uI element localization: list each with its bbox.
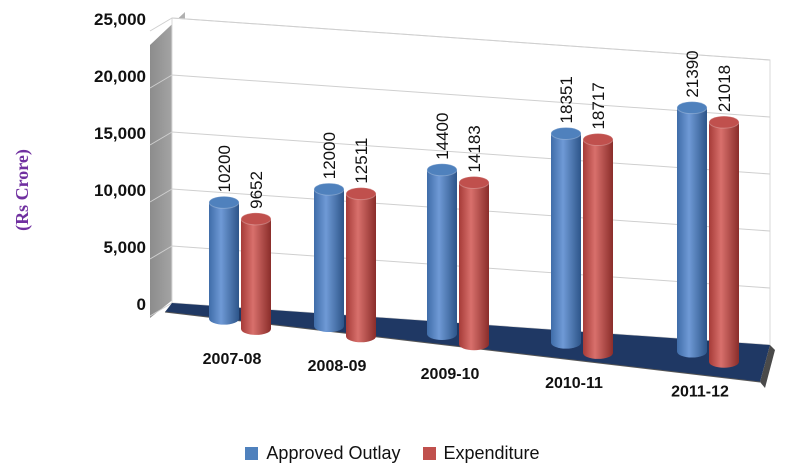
x-tick-label: 2010-11 (545, 375, 603, 392)
bar-body (427, 169, 457, 340)
bar-body (459, 182, 489, 351)
bar-top (240, 212, 272, 226)
bar-body (677, 107, 707, 358)
y-axis-label: (Rs Crore) (12, 149, 33, 231)
bar-body (346, 193, 376, 343)
bar-top (676, 101, 708, 115)
legend-swatch (422, 447, 436, 460)
gridline-side (149, 245, 173, 260)
bar-body (551, 133, 581, 349)
bar-top (458, 176, 490, 190)
data-label: 12000 (320, 132, 339, 179)
bar-approved-outlay-2010-11 (550, 126, 582, 349)
y-tick-label: 5,000 (103, 238, 146, 257)
bar-top (582, 133, 614, 147)
bar-expenditure-2007-08 (240, 212, 272, 335)
data-label: 18351 (557, 76, 576, 123)
gridline-side (149, 188, 173, 203)
y-tick-label: 20,000 (94, 67, 146, 86)
bar-expenditure-2010-11 (582, 133, 614, 359)
bar-approved-outlay-2009-10 (426, 163, 458, 340)
bar-expenditure-2011-12 (708, 115, 740, 368)
x-tick-label: 2008-09 (308, 358, 367, 375)
legend-swatch (245, 447, 259, 460)
data-label: 10200 (215, 145, 234, 192)
legend-label: Approved Outlay (266, 443, 401, 463)
data-label: 14400 (433, 113, 452, 160)
bar-body (209, 202, 239, 325)
gridline-side (149, 302, 173, 317)
y-tick-label: 25,000 (94, 10, 146, 29)
x-tick-label: 2007-08 (203, 351, 262, 368)
bar-approved-outlay-2011-12 (676, 101, 708, 358)
data-label: 18717 (589, 82, 608, 129)
gridline-side (149, 74, 173, 89)
gridline (171, 17, 771, 61)
bar-expenditure-2008-09 (345, 187, 377, 343)
bar-top (345, 187, 377, 201)
chart-text: 0 5,000 10,000 15,000 20,000 25,000 10200 9652 2… (12, 10, 734, 401)
gridline (171, 74, 771, 118)
bar-body (314, 189, 344, 333)
legend: Approved Outlay Expenditure (0, 443, 785, 464)
legend-item-approved-outlay: Approved Outlay (245, 443, 401, 464)
bar-top (708, 115, 740, 129)
y-tick-label: 0 (137, 295, 146, 314)
floor-edge (760, 345, 775, 388)
x-tick-label: 2011-12 (671, 384, 729, 401)
bar-approved-outlay-2007-08 (208, 195, 240, 325)
data-label: 14183 (465, 125, 484, 172)
x-tick-label: 2009-10 (421, 366, 480, 383)
gridline-side (149, 17, 173, 32)
bar-top (550, 126, 582, 140)
data-label: 9652 (247, 171, 266, 209)
bar-body (583, 139, 613, 359)
bar-top (313, 182, 345, 196)
legend-label: Expenditure (443, 443, 540, 463)
bar-top (426, 163, 458, 177)
chart-bars (208, 101, 740, 368)
y-tick-label: 10,000 (94, 181, 146, 200)
gridline-side (149, 131, 173, 146)
y-tick-label: 15,000 (94, 124, 146, 143)
bar-expenditure-2009-10 (458, 176, 490, 351)
data-label: 12511 (352, 138, 371, 184)
data-label: 21390 (683, 50, 702, 97)
gridline (171, 131, 771, 175)
bar-top (208, 195, 240, 209)
legend-item-expenditure: Expenditure (422, 443, 540, 464)
bar-body (709, 122, 739, 368)
data-label: 21018 (715, 65, 734, 112)
bar-approved-outlay-2008-09 (313, 182, 345, 333)
bar-body (241, 218, 271, 335)
